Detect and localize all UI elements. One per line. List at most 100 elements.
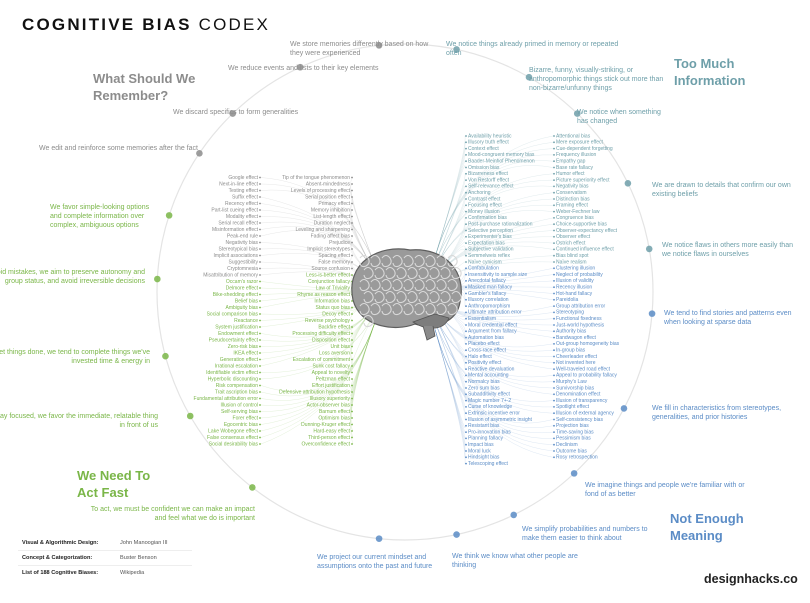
bias-dot [351, 267, 353, 270]
subcategory-dot[interactable] [453, 46, 460, 53]
bias-dot [553, 198, 555, 200]
bias-label: Time-saving bias [556, 429, 594, 435]
subcategory-dot[interactable] [573, 110, 581, 117]
subcategory-dot[interactable] [375, 42, 383, 49]
bias-label: Continued influence effect [556, 247, 614, 253]
bias-label: Appeal to novelty [312, 370, 351, 376]
bias-label: Pareidolia [556, 297, 578, 303]
category-title-remember: What Should We Remember? [93, 71, 196, 103]
bias-label: Barnum effect [319, 409, 351, 415]
bias-labels: Availability heuristic Attentional bias Il… [194, 133, 620, 467]
bias-label: Illusory superiority [310, 396, 351, 402]
fan-line [260, 183, 376, 266]
credit-key: Visual & Algorithmic Design: [22, 540, 99, 546]
bias-label: Argument from fallacy [468, 329, 517, 335]
bias-label: Suffix effect [232, 194, 259, 200]
fan-line [260, 322, 376, 438]
subcategory-dot[interactable] [510, 511, 518, 519]
category-title-not-enough-meaning: Not Enough Meaning [670, 511, 744, 543]
subcategory-dot[interactable] [620, 405, 628, 412]
bias-label: Bias blind spot [556, 253, 589, 259]
subcategory-dot[interactable] [570, 470, 578, 477]
subcategory-dot[interactable] [624, 179, 632, 187]
bias-dot [259, 280, 261, 283]
bias-dot [553, 324, 555, 326]
bias-label: List-length effect [313, 214, 350, 220]
bias-label: Trait ascription bias [215, 389, 259, 395]
fan-line [260, 322, 376, 397]
bias-label: Placebo effect [468, 341, 500, 347]
bias-dot [465, 399, 467, 402]
bias-label: Levels of processing effect [291, 188, 351, 194]
bias-label: Delmore effect [226, 285, 259, 291]
bias-label: Halo effect [468, 354, 492, 360]
bias-dot [259, 287, 261, 289]
bias-label: Identifiable victim effect [206, 370, 258, 376]
bias-dot [351, 235, 353, 237]
subcategory-dot[interactable] [162, 352, 169, 360]
bias-label: Anecdotal fallacy [468, 278, 506, 284]
subcategory-dot[interactable] [165, 212, 173, 219]
bias-label: Expectation bias [468, 240, 505, 246]
bias-label: Ultimate attribution error [468, 310, 522, 316]
bias-label: Fundamental attribution error [194, 396, 259, 402]
bias-label: Illusion of asymmetric insight [468, 417, 533, 423]
subcategory-dot[interactable] [229, 110, 237, 117]
bias-dot [259, 371, 261, 374]
subcategory-dot[interactable] [296, 63, 304, 71]
bias-label: Loss aversion [319, 350, 350, 356]
fan-line [434, 329, 554, 439]
fan-line [434, 315, 466, 389]
bias-dot [465, 418, 467, 421]
fan-line [434, 179, 554, 265]
bias-dot [259, 332, 261, 335]
subcategory-dot[interactable] [453, 531, 460, 538]
bias-dot [465, 380, 467, 383]
bias-label: Focusing effect [468, 203, 502, 209]
bias-label: Conservatism [556, 190, 587, 196]
subcategory-dot[interactable] [648, 310, 656, 317]
bias-dot [465, 204, 467, 207]
fan-line [434, 315, 554, 378]
bias-label: Clustering illusion [556, 266, 595, 272]
bias-label: Serial recall effect [218, 220, 258, 226]
fan-line [434, 315, 554, 383]
credit-value: Wikipedia [120, 570, 145, 576]
bias-label: Fading affect bias [311, 233, 351, 239]
bias-label: Declinism [556, 442, 578, 448]
subcategory-dot[interactable] [249, 484, 256, 491]
bias-dot [351, 228, 353, 231]
bias-label: Survivorship bias [556, 385, 595, 391]
subcategory-dot[interactable] [375, 535, 383, 542]
bias-label: Optimism bias [318, 415, 350, 421]
fan-line [434, 185, 554, 265]
bias-label: Zero sum bias [468, 385, 500, 391]
bias-label: Naïve cynicism [468, 259, 502, 265]
credit-row: Concept & Categorization: Buster Benson [18, 551, 192, 566]
bias-dot [465, 217, 467, 219]
bias-dot [259, 417, 261, 419]
bias-label: Implicit associations [214, 253, 259, 259]
subcategory-label: We project our current mindset and assum… [317, 554, 433, 570]
bias-dot [465, 166, 467, 169]
bias-label: Bizarreness effect [468, 171, 509, 177]
bias-label: Leveling and sharpening [296, 227, 351, 233]
subcategory-dot[interactable] [186, 412, 194, 420]
subcategory-dot[interactable] [645, 245, 653, 253]
fan-line [434, 321, 554, 414]
bias-label: Absent-mindedness [306, 181, 351, 187]
bias-label: False memory [318, 259, 350, 265]
subcategory-dot[interactable] [154, 275, 161, 283]
bias-label: Peak-end rule [227, 233, 258, 239]
subcategory-dot[interactable] [525, 73, 533, 81]
subcategory-label: We store memories differently based on h… [290, 41, 429, 57]
subcategory-label: We tend to find stories and patterns eve… [664, 310, 792, 326]
bias-dot [465, 210, 467, 213]
brand-logo-text[interactable]: designhacks.co [704, 572, 798, 586]
bias-label: Contrast effect [468, 196, 501, 202]
bias-label: Illusion of transparency [556, 398, 608, 404]
subcategory-label: We are drawn to details that confirm our… [652, 182, 791, 198]
bias-dot [351, 196, 353, 198]
subcategory-dot[interactable] [196, 150, 203, 157]
bias-dot [351, 306, 353, 309]
